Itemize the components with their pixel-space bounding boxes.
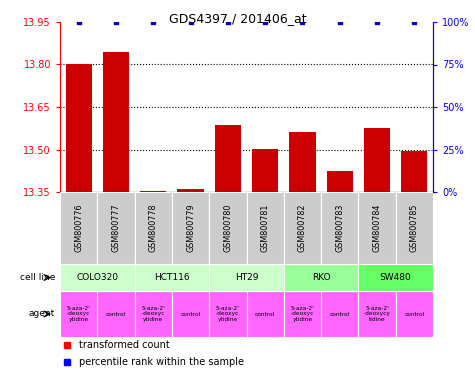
Bar xyxy=(284,264,359,291)
Bar xyxy=(60,264,134,291)
Bar xyxy=(327,171,353,192)
Bar xyxy=(97,192,134,264)
Bar xyxy=(172,192,209,264)
Point xyxy=(261,19,269,25)
Text: control: control xyxy=(106,311,126,316)
Bar xyxy=(252,149,278,192)
Point xyxy=(112,19,120,25)
Bar xyxy=(209,192,247,264)
Text: control: control xyxy=(404,311,425,316)
Point xyxy=(224,19,232,25)
Text: 5-aza-2'
-deoxycy
tidine: 5-aza-2' -deoxycy tidine xyxy=(364,306,390,322)
Text: GSM800783: GSM800783 xyxy=(335,204,344,252)
Point xyxy=(75,19,83,25)
Bar xyxy=(134,264,209,291)
Bar xyxy=(209,291,247,337)
Text: transformed count: transformed count xyxy=(79,340,170,350)
Text: 5-aza-2'
-deoxyc
ytidine: 5-aza-2' -deoxyc ytidine xyxy=(216,306,240,322)
Bar xyxy=(364,128,390,192)
Bar xyxy=(247,291,284,337)
Point xyxy=(299,19,306,25)
Bar xyxy=(209,264,284,291)
Bar xyxy=(359,264,433,291)
Bar xyxy=(289,132,315,192)
Text: GSM800784: GSM800784 xyxy=(372,204,381,252)
Bar xyxy=(215,126,241,192)
Bar xyxy=(134,291,172,337)
Text: control: control xyxy=(330,311,350,316)
Bar xyxy=(284,192,321,264)
Text: control: control xyxy=(255,311,276,316)
Bar xyxy=(134,192,172,264)
Bar xyxy=(60,291,97,337)
Bar xyxy=(140,190,166,192)
Bar xyxy=(97,291,134,337)
Bar xyxy=(359,291,396,337)
Bar xyxy=(60,192,97,264)
Point xyxy=(373,19,381,25)
Bar xyxy=(359,192,396,264)
Text: GSM800781: GSM800781 xyxy=(261,204,270,252)
Text: 5-aza-2'
-deoxyc
ytidine: 5-aza-2' -deoxyc ytidine xyxy=(66,306,91,322)
Point xyxy=(187,19,194,25)
Bar xyxy=(396,291,433,337)
Bar xyxy=(396,192,433,264)
Text: SW480: SW480 xyxy=(380,273,411,282)
Point xyxy=(150,19,157,25)
Text: control: control xyxy=(180,311,200,316)
Point xyxy=(336,19,343,25)
Text: HCT116: HCT116 xyxy=(154,273,190,282)
Text: GSM800785: GSM800785 xyxy=(410,204,419,252)
Bar xyxy=(66,65,92,192)
Text: 5-aza-2'
-deoxyc
ytidine: 5-aza-2' -deoxyc ytidine xyxy=(291,306,314,322)
Bar xyxy=(284,291,321,337)
Text: HT29: HT29 xyxy=(235,273,258,282)
Text: GSM800779: GSM800779 xyxy=(186,204,195,252)
Bar xyxy=(178,189,204,192)
Bar xyxy=(103,52,129,192)
Bar xyxy=(172,291,209,337)
Text: GSM800778: GSM800778 xyxy=(149,204,158,252)
Text: percentile rank within the sample: percentile rank within the sample xyxy=(79,357,244,367)
Text: 5-aza-2'
-deoxyc
ytidine: 5-aza-2' -deoxyc ytidine xyxy=(142,306,165,322)
Text: GSM800780: GSM800780 xyxy=(223,204,232,252)
Text: cell line: cell line xyxy=(19,273,55,282)
Text: GSM800777: GSM800777 xyxy=(112,204,121,252)
Bar xyxy=(321,192,359,264)
Text: GSM800776: GSM800776 xyxy=(74,204,83,252)
Text: GSM800782: GSM800782 xyxy=(298,204,307,252)
Bar xyxy=(321,291,359,337)
Bar xyxy=(401,151,428,192)
Point xyxy=(410,19,418,25)
Text: agent: agent xyxy=(29,310,55,318)
Bar xyxy=(247,192,284,264)
Text: COLO320: COLO320 xyxy=(76,273,118,282)
Text: RKO: RKO xyxy=(312,273,331,282)
Text: GDS4397 / 201406_at: GDS4397 / 201406_at xyxy=(169,12,306,25)
